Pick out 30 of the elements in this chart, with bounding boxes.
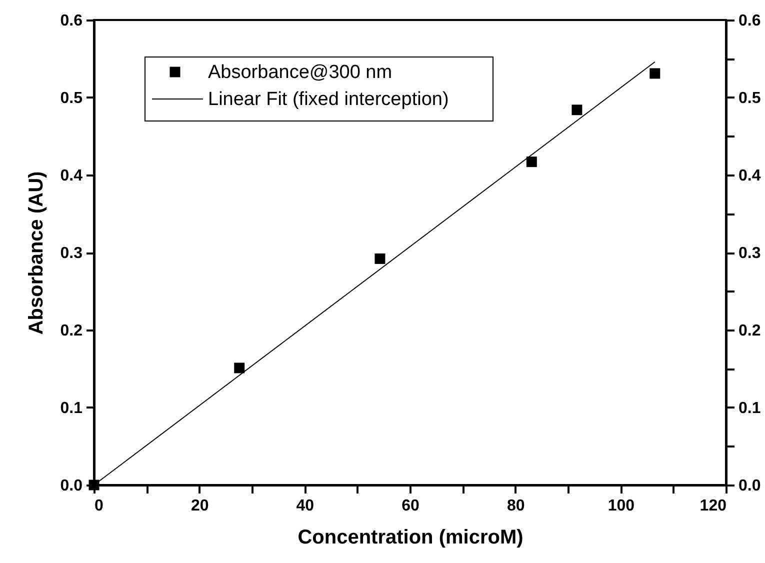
y-tick-label: 0.2 [60, 322, 83, 340]
y2-tick-label: 0.4 [738, 168, 761, 184]
y-tick-label: 0.0 [60, 478, 83, 494]
y2-tick-label: 0.0 [738, 478, 761, 494]
point [650, 68, 660, 79]
x-tick-label: 0 [94, 498, 104, 514]
x-tick-label: 60 [402, 498, 420, 514]
y2-tick-label: 0.3 [738, 245, 761, 262]
x-axis-title: Concentration (microM) [298, 526, 524, 548]
point [526, 156, 537, 168]
legend-label: Linear Fit (fixed interception) [208, 89, 449, 110]
y2-tick-label: 0.6 [738, 12, 761, 30]
legend-label: Absorbance@300 nm [208, 62, 392, 83]
point [572, 104, 582, 116]
y-tick-label: 0.3 [60, 245, 83, 262]
x-tick-label: 40 [296, 498, 314, 514]
x-tick-label: 20 [190, 498, 209, 514]
y2-tick-label: 0.1 [738, 400, 761, 417]
point [234, 362, 245, 374]
y-axis-title: Absorbance (AU) [25, 171, 48, 335]
y-tick-label: 0.5 [60, 90, 83, 107]
y2-tick-label: 0.2 [738, 322, 761, 340]
point [374, 253, 386, 264]
x-tick-label: 120 [700, 498, 727, 514]
y-tick-label: 0.1 [60, 400, 83, 417]
y-tick-label: 0.6 [60, 12, 83, 30]
y-tick-label: 0.4 [60, 168, 83, 184]
x-tick-label: 80 [506, 498, 525, 514]
x-tick-label: 100 [608, 498, 635, 514]
y2-tick-label: 0.5 [738, 90, 761, 107]
